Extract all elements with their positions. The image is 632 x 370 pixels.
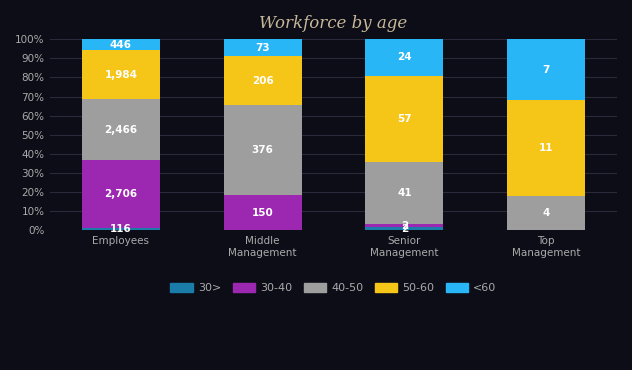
Text: 24: 24 bbox=[397, 52, 411, 62]
Text: 11: 11 bbox=[539, 143, 554, 153]
Bar bbox=[224, 57, 301, 105]
Bar bbox=[82, 100, 160, 161]
Bar bbox=[507, 196, 585, 231]
Bar bbox=[365, 228, 444, 231]
Text: 2,706: 2,706 bbox=[104, 189, 138, 199]
Bar bbox=[82, 161, 160, 228]
Bar bbox=[507, 39, 585, 100]
Text: 446: 446 bbox=[110, 40, 132, 50]
Bar bbox=[224, 105, 301, 195]
Text: 150: 150 bbox=[252, 208, 274, 218]
Text: 4: 4 bbox=[542, 208, 550, 218]
Bar bbox=[224, 195, 301, 231]
Title: Workforce by age: Workforce by age bbox=[259, 15, 408, 32]
Bar bbox=[365, 75, 444, 162]
Bar bbox=[82, 39, 160, 50]
Bar bbox=[507, 100, 585, 196]
Bar bbox=[365, 39, 444, 75]
Text: 2,466: 2,466 bbox=[104, 125, 138, 135]
Text: 2: 2 bbox=[401, 224, 408, 234]
Legend: 30>, 30-40, 40-50, 50-60, <60: 30>, 30-40, 40-50, 50-60, <60 bbox=[166, 278, 501, 297]
Bar bbox=[82, 50, 160, 100]
Text: 2: 2 bbox=[401, 221, 408, 231]
Bar bbox=[82, 228, 160, 231]
Text: 116: 116 bbox=[110, 224, 132, 234]
Text: 57: 57 bbox=[397, 114, 411, 124]
Bar bbox=[224, 39, 301, 57]
Text: 1,984: 1,984 bbox=[104, 70, 137, 80]
Bar bbox=[365, 224, 444, 228]
Bar bbox=[365, 162, 444, 224]
Text: 7: 7 bbox=[542, 64, 550, 74]
Text: 41: 41 bbox=[397, 188, 411, 198]
Text: 206: 206 bbox=[252, 76, 274, 86]
Text: 73: 73 bbox=[255, 43, 270, 53]
Text: 376: 376 bbox=[252, 145, 274, 155]
